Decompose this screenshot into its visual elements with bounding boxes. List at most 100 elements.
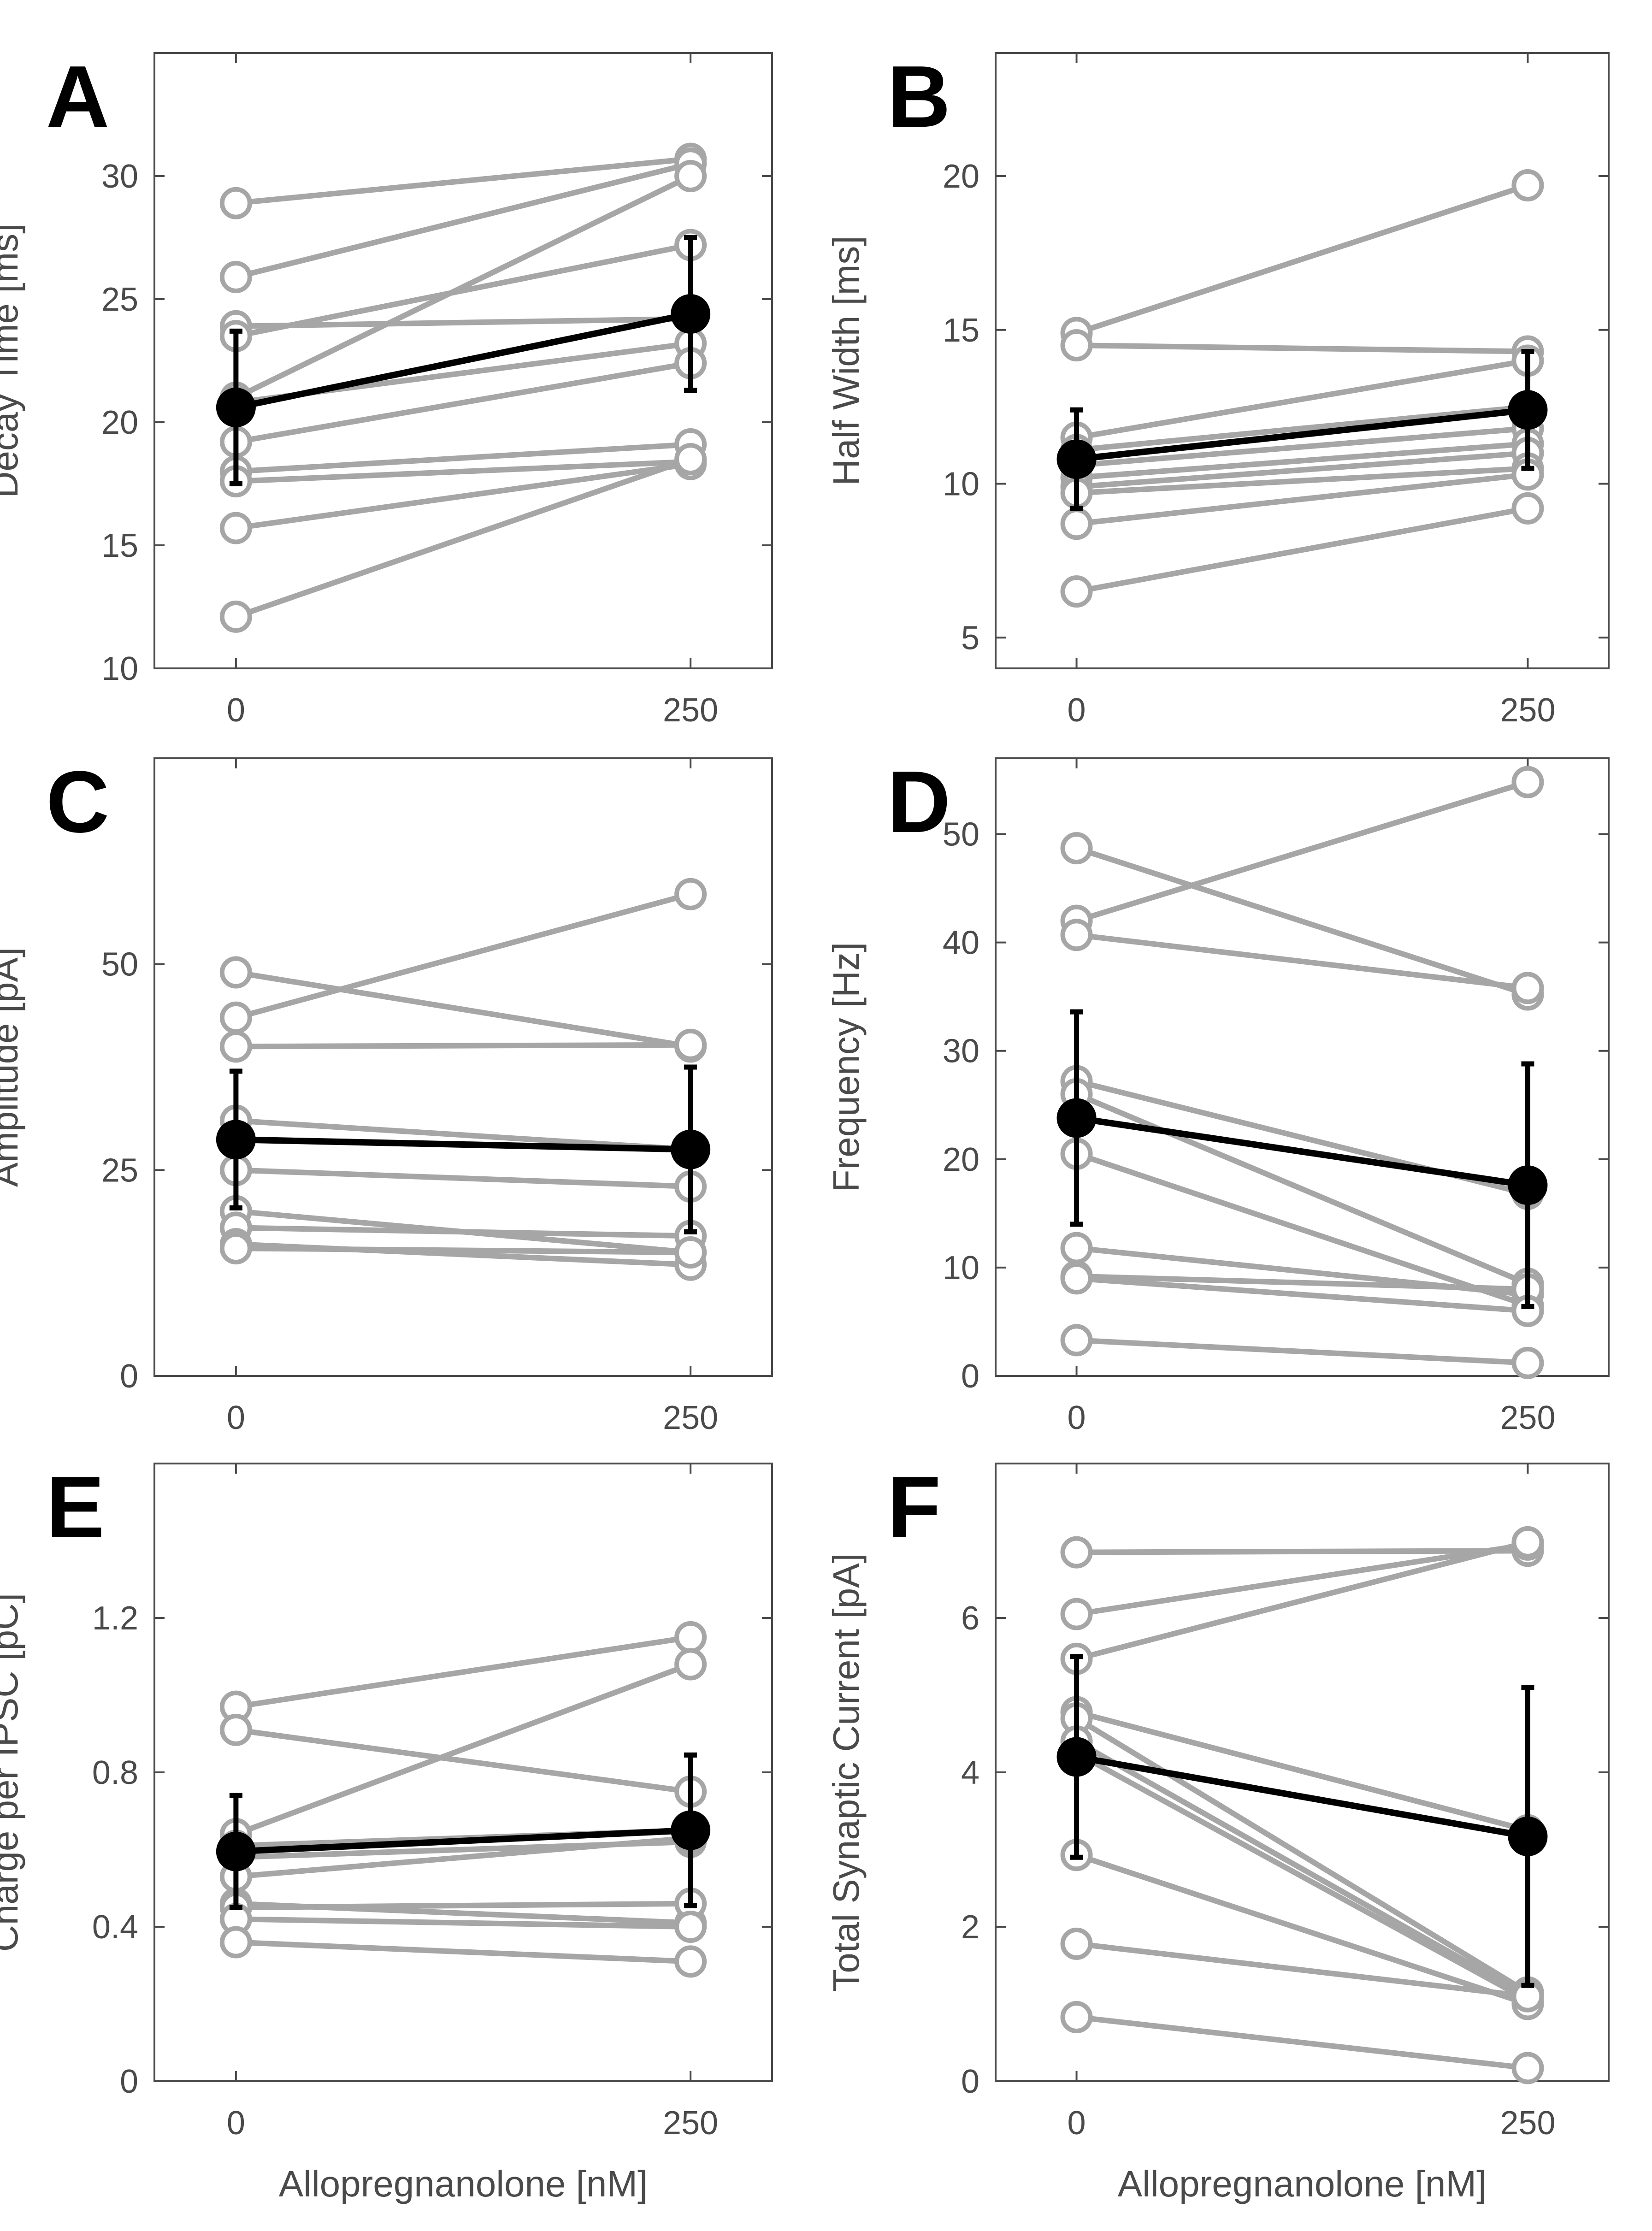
y-axis-label: Half Width [ms] [826, 236, 867, 485]
series-line [1074, 450, 1531, 490]
series-cell-9 [1060, 458, 1544, 540]
data-point [1511, 766, 1544, 798]
series-line [233, 173, 694, 401]
y-tick-label: 50 [943, 816, 979, 853]
x-tick-label: 250 [1500, 692, 1555, 729]
mean-point [671, 1129, 711, 1169]
data-point [1511, 972, 1544, 1004]
data-point [1511, 2052, 1544, 2084]
x-tick-label: 250 [1500, 2105, 1555, 2142]
series-cell-1 [1060, 169, 1544, 349]
panel-letter: C [46, 753, 109, 851]
y-tick-label: 4 [961, 1754, 979, 1791]
data-point [674, 443, 707, 476]
y-axis-label: Amplitude [pA] [0, 947, 25, 1187]
series-line [1074, 1539, 1531, 1662]
data-point [219, 1713, 252, 1746]
panel-f: F 0 2 4 6 0 250 Total Synaptic Current [pA] Allo… [826, 1458, 1610, 2204]
mean-point [216, 1120, 256, 1160]
data-point [1060, 329, 1093, 362]
x-tick-label: 250 [1500, 1399, 1555, 1436]
data-point [674, 1945, 707, 1978]
series-cell-2 [219, 1713, 707, 1808]
series-cell-5 [1060, 1078, 1544, 1300]
data-point [219, 1030, 252, 1063]
x-tick-label: 0 [227, 1399, 245, 1436]
mean-point [671, 294, 711, 334]
series-cell-4 [219, 229, 707, 353]
y-tick-label: 0 [120, 1358, 138, 1395]
series-line [1074, 1541, 1531, 1617]
y-tick-label: 25 [101, 281, 138, 318]
data-point [1060, 1262, 1093, 1295]
axes-frame [153, 1463, 773, 2082]
data-point [1060, 1232, 1093, 1264]
data-point [1060, 575, 1093, 608]
series-cell-11 [219, 443, 707, 633]
series-line [233, 1225, 694, 1239]
series-line [1074, 2014, 1531, 2071]
mean-series [1056, 1654, 1548, 1988]
data-point [1060, 2001, 1093, 2033]
mean-line [1076, 1753, 1528, 1840]
series-line [1074, 472, 1531, 527]
series-line [1074, 845, 1531, 997]
series-cell-7 [219, 1887, 707, 1939]
series-cell-9 [219, 1232, 707, 1269]
panel-letter: A [46, 48, 109, 146]
mean-series [216, 1064, 711, 1234]
series-cell-7 [219, 347, 707, 458]
data-point [1511, 1526, 1544, 1558]
axes-frame [995, 52, 1610, 669]
series-cell-2 [1060, 766, 1544, 937]
y-axis-label: Frequency [Hz] [826, 942, 867, 1192]
panel-letter: E [46, 1458, 105, 1556]
y-tick-label: 10 [943, 466, 979, 503]
y-tick-label: 30 [943, 1033, 979, 1070]
series-line [233, 1835, 694, 1880]
panel-e: E 0 0.4 0.8 1.2 0 250 Charge per IPSC [pC] Allop… [0, 1458, 773, 2204]
data-point [219, 1926, 252, 1959]
mean-point [671, 1810, 711, 1850]
x-tick-label: 0 [227, 692, 245, 729]
series-line [233, 161, 694, 280]
mean-series [216, 1752, 711, 1910]
series-line [233, 242, 694, 339]
data-point [674, 1028, 707, 1061]
series-line [1074, 932, 1531, 991]
y-tick-label: 0 [961, 2063, 979, 2100]
series-line [1074, 425, 1531, 468]
data-point [1060, 1324, 1093, 1357]
mean-line [1076, 1115, 1528, 1189]
series-line [1074, 1852, 1531, 2007]
data-point [674, 1621, 707, 1653]
series-line [233, 459, 694, 484]
mean-point [1056, 1098, 1097, 1138]
mean-series [1056, 348, 1548, 511]
series-line [1074, 1750, 1531, 2003]
series-cell-4 [219, 1104, 707, 1166]
series-line [233, 316, 694, 329]
series-line [1074, 1548, 1531, 1555]
series-cell-8 [219, 1887, 707, 1924]
x-axis-label: Allopregnanolone [nM] [279, 2163, 648, 2204]
series-line [1074, 1273, 1531, 1292]
y-tick-label: 5 [961, 620, 979, 656]
data-point [1060, 1598, 1093, 1630]
x-axis-label: Allopregnanolone [nM] [1118, 2163, 1487, 2204]
y-tick-label: 0.4 [92, 1909, 138, 1946]
mean-line [236, 1827, 691, 1855]
series-cell-10 [1060, 1324, 1544, 1379]
axes-frame [153, 52, 773, 669]
mean-point [1508, 1165, 1548, 1205]
data-point [219, 956, 252, 989]
y-tick-label: 2 [961, 1909, 979, 1946]
series-line [233, 1916, 694, 1930]
y-tick-label: 20 [943, 1141, 979, 1178]
series-line [1074, 404, 1531, 453]
series-line [1074, 183, 1531, 336]
y-tick-label: 10 [943, 1250, 979, 1287]
series-line [233, 1042, 694, 1050]
panel-letter: F [887, 1458, 941, 1556]
series-line [1074, 779, 1531, 924]
